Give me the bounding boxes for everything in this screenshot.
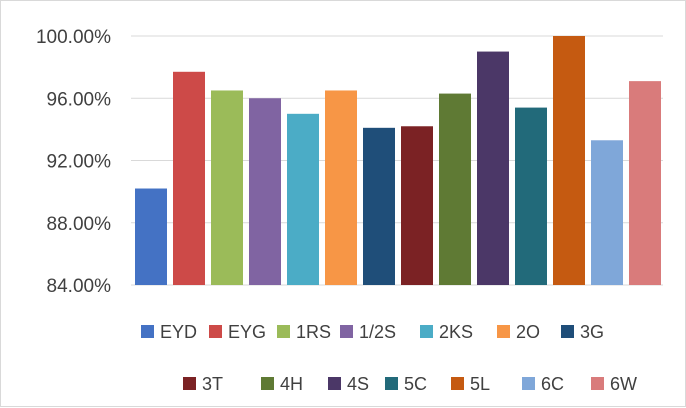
- bar-2o: [325, 90, 357, 285]
- bar-5c: [515, 107, 547, 286]
- bar-3t: [401, 126, 433, 285]
- legend-swatch: [209, 325, 222, 338]
- legend-item-6c: 6C: [522, 374, 564, 394]
- legend-swatch: [591, 377, 604, 390]
- legend-item-5c: 5C: [385, 374, 427, 394]
- legend-item-4s: 4S: [328, 374, 369, 394]
- legend-swatch: [451, 377, 464, 390]
- legend-swatch: [261, 377, 274, 390]
- legend-item-1-2s: 1/2S: [340, 322, 396, 342]
- legend-swatch: [561, 325, 574, 338]
- bar-1rs: [211, 90, 243, 285]
- y-tick-label: 84.00%: [47, 276, 112, 297]
- bar-6c: [591, 140, 623, 285]
- legend-item-2o: 2O: [497, 322, 540, 342]
- legend-label: 1RS: [296, 322, 331, 342]
- bar-4h: [439, 93, 471, 285]
- bars: [135, 36, 661, 286]
- legend: EYD EYG 1RS 1/2S 2KS 2O 3G 3T 4H 4S 5C 5L 6C 6W: [141, 322, 637, 394]
- legend-swatch: [183, 377, 196, 390]
- bar-2ks: [287, 113, 319, 285]
- bar-1-2s: [249, 98, 281, 285]
- legend-swatch: [277, 325, 290, 338]
- legend-swatch: [497, 325, 510, 338]
- legend-label: 4H: [280, 374, 303, 394]
- legend-label: EYG: [228, 322, 266, 342]
- legend-label: 5L: [470, 374, 490, 394]
- legend-swatch: [420, 325, 433, 338]
- legend-item-3g: 3G: [561, 322, 604, 342]
- legend-swatch: [141, 325, 154, 338]
- legend-label: 1/2S: [359, 322, 396, 342]
- legend-swatch: [522, 377, 535, 390]
- y-tick-label: 100.00%: [36, 27, 111, 48]
- legend-swatch: [328, 377, 341, 390]
- legend-item-eyd: EYD: [141, 322, 197, 342]
- legend-label: 5C: [404, 374, 427, 394]
- legend-label: 2O: [516, 322, 540, 342]
- bar-eyd: [135, 188, 167, 285]
- y-tick-label: 92.00%: [47, 152, 112, 173]
- bar-6w: [629, 81, 661, 285]
- legend-item-2ks: 2KS: [420, 322, 473, 342]
- legend-item-1rs: 1RS: [277, 322, 331, 342]
- bar-3g: [363, 127, 395, 285]
- legend-label: EYD: [160, 322, 197, 342]
- legend-swatch: [385, 377, 398, 390]
- bar-eyg: [173, 71, 205, 285]
- legend-label: 3T: [202, 374, 223, 394]
- legend-label: 6W: [610, 374, 637, 394]
- y-axis-tick-labels: 84.00% 88.00% 92.00% 96.00% 100.00%: [36, 27, 111, 297]
- legend-item-3t: 3T: [183, 374, 223, 394]
- y-tick-label: 88.00%: [47, 214, 112, 235]
- legend-item-4h: 4H: [261, 374, 303, 394]
- bar-5l: [553, 36, 585, 285]
- legend-label: 6C: [541, 374, 564, 394]
- legend-label: 3G: [580, 322, 604, 342]
- y-tick-label: 96.00%: [47, 89, 112, 110]
- bar-4s: [477, 51, 509, 285]
- legend-item-5l: 5L: [451, 374, 490, 394]
- legend-label: 2KS: [439, 322, 473, 342]
- legend-swatch: [340, 325, 353, 338]
- legend-item-eyg: EYG: [209, 322, 266, 342]
- legend-label: 4S: [347, 374, 369, 394]
- legend-item-6w: 6W: [591, 374, 637, 394]
